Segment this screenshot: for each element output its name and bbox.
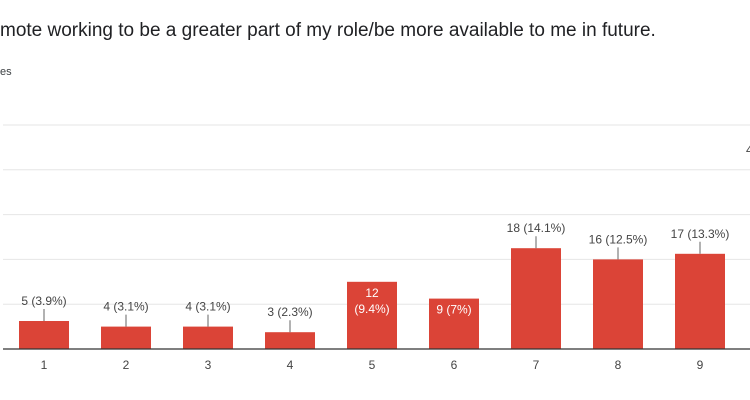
bar-4: [265, 332, 315, 349]
tick-label-2: 2: [123, 358, 130, 372]
data-label-1: 5 (3.9%): [21, 294, 66, 308]
bar-9: [675, 253, 725, 349]
bar-5: [347, 281, 397, 349]
responses-count: es: [0, 66, 12, 78]
edge-data-label: 4: [746, 143, 750, 157]
data-label-5: 12 (9.4%): [354, 286, 389, 316]
bar-7: [511, 248, 561, 349]
tick-label-7: 7: [533, 358, 540, 372]
data-label-7: 18 (14.1%): [507, 221, 566, 235]
data-label-4: 3 (2.3%): [267, 305, 312, 319]
tick-label-5: 5: [369, 358, 376, 372]
bar-8: [593, 259, 643, 349]
data-labels: 5 (3.9%) 4 (3.1%) 4 (3.1%) 3 (2.3%) 12 (9.4%)…: [21, 221, 730, 333]
data-label-6: 9 (7%): [436, 303, 471, 317]
x-tick-labels: 1 2 3 4 5 6 7 8 9: [41, 358, 704, 372]
bar-3: [183, 326, 233, 349]
bar-2: [101, 326, 151, 349]
tick-label-8: 8: [615, 358, 622, 372]
bars: [19, 248, 725, 349]
tick-label-6: 6: [451, 358, 458, 372]
tick-label-3: 3: [205, 358, 212, 372]
tick-label-9: 9: [697, 358, 704, 372]
data-label-9: 17 (13.3%): [671, 227, 730, 241]
bar-1: [19, 321, 69, 349]
data-label-2: 4 (3.1%): [103, 300, 148, 314]
data-label-8: 16 (12.5%): [589, 232, 648, 246]
bar-6: [429, 298, 479, 349]
tick-label-4: 4: [287, 358, 294, 372]
data-label-3: 4 (3.1%): [185, 300, 230, 314]
tick-label-1: 1: [41, 358, 48, 372]
question-title: mote working to be a greater part of my …: [0, 20, 656, 41]
